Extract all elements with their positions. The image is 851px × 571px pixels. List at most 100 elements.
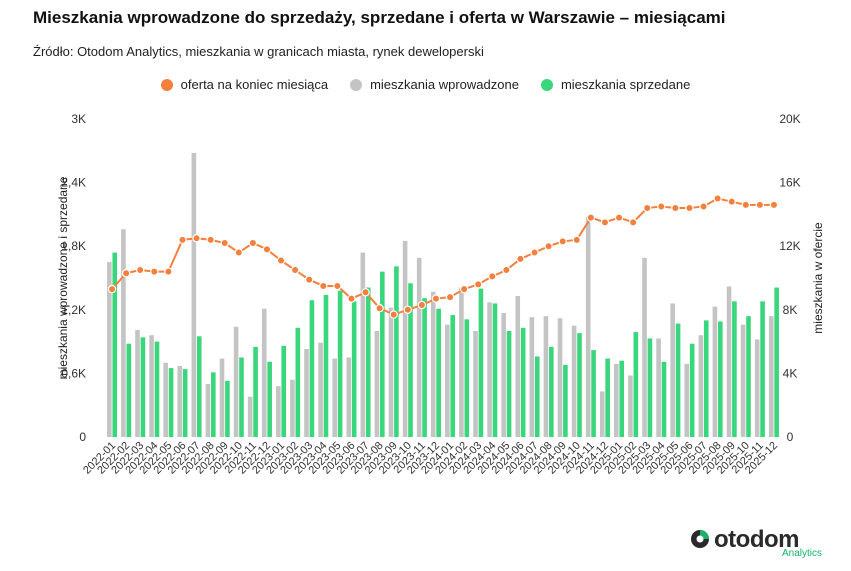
bar-introduced: [163, 362, 168, 437]
offer-point: [586, 213, 596, 222]
bar-sold: [267, 361, 272, 437]
offer-point: [403, 305, 412, 314]
y-right-tick-label: 0: [787, 430, 794, 444]
bar-introduced: [191, 152, 197, 438]
offer-point: [572, 235, 581, 245]
bar-introduced: [247, 396, 253, 437]
bar-sold: [225, 380, 230, 437]
bar-introduced: [107, 262, 112, 437]
bar-sold: [577, 333, 582, 437]
bar-introduced: [557, 318, 563, 437]
bar-sold: [380, 271, 385, 437]
bar-introduced: [360, 252, 366, 437]
bar-sold: [253, 346, 258, 437]
offer-point: [713, 194, 722, 203]
bar-sold: [140, 337, 146, 437]
bar-introduced: [599, 391, 605, 437]
bar-sold: [675, 323, 681, 437]
bar-introduced: [642, 257, 647, 437]
offer-point: [417, 300, 427, 310]
legend-sold-swatch: [540, 78, 553, 91]
chart-subtitle: Źródło: Otodom Analytics, mieszkania w g…: [33, 44, 484, 59]
offer-point: [206, 235, 215, 245]
bar-sold: [239, 357, 244, 437]
offer-point: [628, 218, 638, 227]
y-right-tick-label: 4K: [783, 366, 798, 380]
offer-point: [107, 284, 117, 294]
offer-point: [361, 288, 370, 297]
bar-sold: [563, 364, 568, 437]
bar-introduced: [726, 286, 732, 437]
offer-point: [769, 200, 779, 210]
offer-point: [544, 241, 553, 251]
offer-point: [305, 275, 314, 284]
offer-point: [347, 294, 356, 303]
bar-sold: [196, 336, 202, 437]
legend-item-offer[interactable]: oferta na koniec miesiąca: [160, 77, 329, 92]
bar-introduced: [219, 358, 225, 437]
y-left-tick-label: 1,8K: [61, 239, 86, 253]
bar-introduced: [501, 312, 506, 437]
offer-point: [136, 265, 145, 275]
otodom-logo-word: otodom: [714, 526, 799, 553]
bar-sold: [394, 266, 399, 437]
offer-point: [262, 245, 272, 254]
offer-point: [121, 269, 131, 278]
bar-introduced: [374, 331, 380, 437]
y-left-tick-label: 0,6K: [61, 366, 86, 380]
y-right-tick-label: 20K: [779, 112, 800, 126]
bar-sold: [323, 294, 329, 437]
bar-introduced: [628, 375, 633, 437]
legend-introduced-label: mieszkania wprowadzone: [370, 77, 519, 92]
bar-sold: [718, 321, 723, 437]
offer-point: [319, 281, 328, 291]
offer-point: [220, 238, 229, 248]
offer-point: [699, 202, 708, 211]
offer-point: [333, 281, 342, 291]
bar-introduced: [233, 326, 239, 437]
y-right-axis-label: mieszkania w ofercie: [811, 222, 825, 334]
bar-introduced: [135, 329, 140, 437]
bar-sold: [182, 369, 188, 437]
bar-introduced: [276, 386, 281, 437]
chart-title: Mieszkania wprowadzone do sprzedaży, spr…: [33, 8, 726, 27]
bar-sold: [661, 361, 667, 437]
bar-sold: [605, 358, 610, 437]
bar-introduced: [445, 324, 450, 437]
offer-point: [671, 203, 680, 213]
bar-introduced: [304, 349, 309, 437]
bar-sold: [126, 343, 132, 437]
y-left-axis-label: mieszkania wprowadzone i sprzedane: [56, 176, 70, 379]
bar-sold: [760, 301, 765, 437]
bar-introduced: [515, 296, 521, 437]
bar-sold: [746, 316, 751, 437]
offer-point: [164, 267, 173, 276]
bar-sold: [689, 343, 695, 437]
bar-sold: [774, 287, 779, 437]
offer-point: [600, 218, 610, 227]
legend-offer-label: oferta na koniec miesiąca: [180, 77, 329, 92]
bar-sold: [506, 331, 512, 437]
offer-point: [445, 292, 455, 302]
bar-introduced: [585, 216, 591, 437]
offer-point: [290, 265, 300, 275]
bar-introduced: [388, 307, 394, 437]
legend-item-introduced[interactable]: mieszkania wprowadzone: [350, 77, 519, 92]
bar-introduced: [529, 317, 535, 437]
bar-introduced: [698, 335, 704, 437]
bar-sold: [591, 350, 596, 437]
bar-introduced: [149, 335, 154, 437]
offer-point: [502, 265, 511, 275]
bar-sold: [211, 372, 216, 437]
legend-sold-label: mieszkania sprzedane: [560, 77, 691, 92]
otodom-logo-icon: [691, 530, 709, 548]
y-right-tick-label: 8K: [783, 303, 798, 317]
bar-sold: [337, 290, 343, 437]
offer-point: [375, 304, 384, 313]
offer-point: [685, 203, 694, 213]
legend-item-sold[interactable]: mieszkania sprzedane: [540, 77, 691, 92]
bar-sold: [647, 338, 653, 437]
offer-point: [488, 272, 497, 281]
offer-point: [530, 248, 539, 257]
